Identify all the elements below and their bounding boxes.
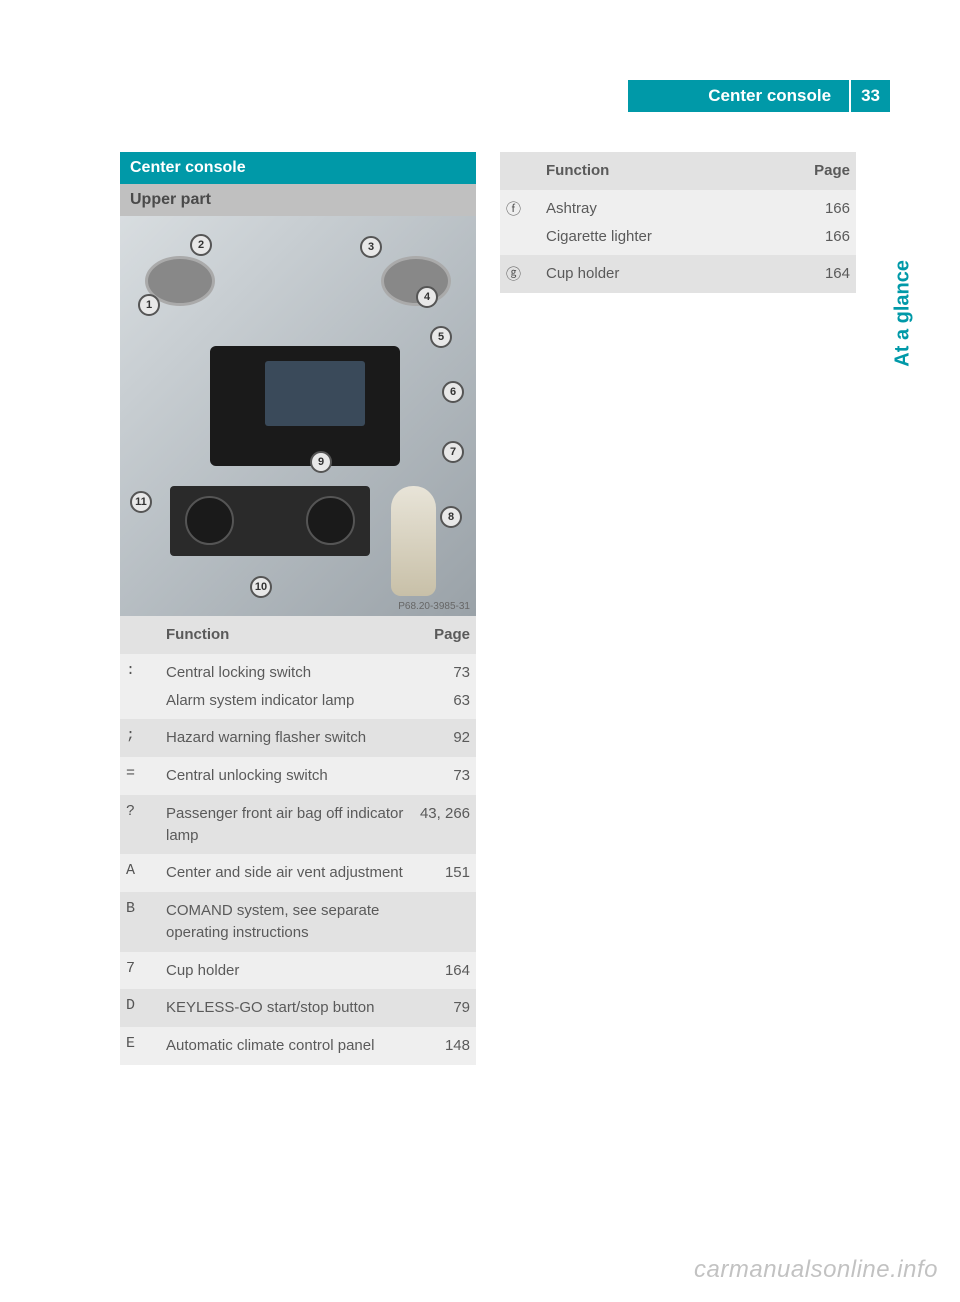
row-page: 164: [798, 263, 850, 285]
figure-comand-screen: [265, 361, 365, 426]
page-header-title: Center console: [628, 80, 849, 112]
row-function: Cup holder: [166, 960, 418, 982]
center-console-figure: 1 2 3 4 5 6 7 8 9 10 11 P68.20-3985-31: [120, 216, 476, 616]
table-row: BCOMAND system, see separate operating i…: [120, 892, 476, 952]
row-symbol: A: [126, 862, 166, 879]
table-row: ?Passenger front air bag off indicator l…: [120, 795, 476, 855]
row-symbol: ;: [126, 727, 166, 744]
figure-climate-panel: [170, 486, 370, 556]
row-page: [418, 900, 470, 944]
table-row: ;Hazard warning flasher switch92: [120, 719, 476, 757]
row-page: 63: [418, 690, 470, 712]
function-table-right: Function Page ⓕAshtray166Cigarette light…: [500, 152, 856, 293]
right-column: Function Page ⓕAshtray166Cigarette light…: [500, 152, 856, 293]
table-header: Function Page: [120, 616, 476, 654]
table-row: EAutomatic climate control panel148: [120, 1027, 476, 1065]
side-tab-label: At a glance: [892, 260, 915, 367]
section-title: Center console: [120, 152, 476, 184]
row-function: Alarm system indicator lamp: [166, 690, 418, 712]
figure-callout: 3: [360, 236, 382, 258]
row-page: 164: [418, 960, 470, 982]
row-symbol: ⓕ: [506, 198, 546, 219]
figure-gear-lever: [391, 486, 436, 596]
row-page: 166: [798, 198, 850, 220]
table-header: Function Page: [500, 152, 856, 190]
row-function: KEYLESS-GO start/stop button: [166, 997, 418, 1019]
function-table-left: Function Page :Central locking switch73A…: [120, 616, 476, 1065]
figure-callout: 7: [442, 441, 464, 463]
row-page: 43, 266: [418, 803, 470, 847]
row-function: Central locking switch: [166, 662, 418, 684]
subsection-title: Upper part: [120, 184, 476, 216]
figure-callout: 9: [310, 451, 332, 473]
page-header: Center console 33: [628, 80, 890, 112]
row-symbol: :: [126, 662, 166, 679]
figure-callout: 8: [440, 506, 462, 528]
row-symbol: D: [126, 997, 166, 1014]
row-function: Automatic climate control panel: [166, 1035, 418, 1057]
figure-callout: 10: [250, 576, 272, 598]
figure-callout: 2: [190, 234, 212, 256]
row-function: Cigarette lighter: [546, 226, 798, 248]
header-function: Function: [166, 624, 418, 646]
figure-callout: 1: [138, 294, 160, 316]
table-row: DKEYLESS-GO start/stop button79: [120, 989, 476, 1027]
left-column: Center console Upper part 1 2 3 4 5 6 7 8 9 10 11 …: [120, 152, 476, 1065]
table-row: ⓕAshtray166Cigarette lighter166: [500, 190, 856, 256]
header-page: Page: [798, 160, 850, 182]
header-function: Function: [546, 160, 798, 182]
table-row: ⓖCup holder164: [500, 255, 856, 293]
row-function: Cup holder: [546, 263, 798, 285]
row-function: Center and side air vent adjustment: [166, 862, 418, 884]
figure-callout: 4: [416, 286, 438, 308]
table-row: :Central locking switch73Alarm system in…: [120, 654, 476, 720]
figure-callout: 5: [430, 326, 452, 348]
row-page: 151: [418, 862, 470, 884]
figure-image-ref: P68.20-3985-31: [398, 601, 470, 612]
watermark: carmanualsonline.info: [694, 1256, 938, 1284]
page-number: 33: [851, 80, 890, 112]
row-function: COMAND system, see separate operating in…: [166, 900, 418, 944]
figure-callout: 6: [442, 381, 464, 403]
row-function: Passenger front air bag off indicator la…: [166, 803, 418, 847]
table-row: 7Cup holder164: [120, 952, 476, 990]
row-symbol: 7: [126, 960, 166, 977]
row-page: 79: [418, 997, 470, 1019]
row-page: 166: [798, 226, 850, 248]
row-page: 148: [418, 1035, 470, 1057]
header-page: Page: [418, 624, 470, 646]
figure-comand-unit: [210, 346, 400, 466]
table-row: ACenter and side air vent adjustment151: [120, 854, 476, 892]
row-page: 73: [418, 765, 470, 787]
row-function: Hazard warning flasher switch: [166, 727, 418, 749]
row-function: Ashtray: [546, 198, 798, 220]
row-symbol: =: [126, 765, 166, 782]
table-row: =Central unlocking switch73: [120, 757, 476, 795]
figure-callout: 11: [130, 491, 152, 513]
row-symbol: ⓖ: [506, 263, 546, 284]
row-symbol: B: [126, 900, 166, 917]
row-function: Central unlocking switch: [166, 765, 418, 787]
row-page: 92: [418, 727, 470, 749]
row-page: 73: [418, 662, 470, 684]
row-symbol: E: [126, 1035, 166, 1052]
row-symbol: ?: [126, 803, 166, 820]
